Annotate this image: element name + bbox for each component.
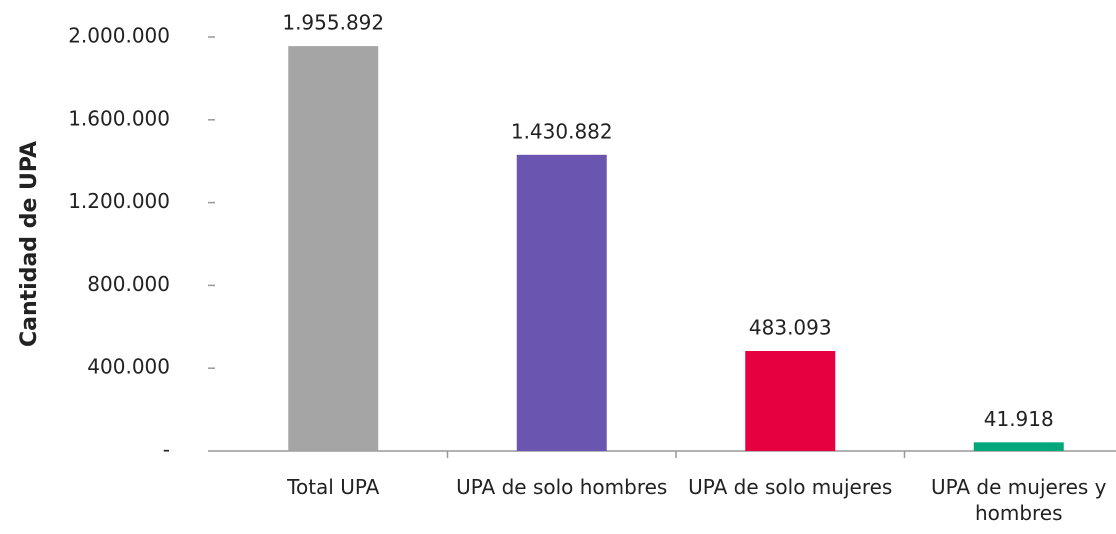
value-label: 41.918 (984, 407, 1054, 431)
value-label: 483.093 (749, 315, 832, 339)
bar (745, 350, 836, 451)
x-tick-label: UPA de solo hombres (456, 475, 668, 499)
y-tick-label: - (163, 438, 170, 462)
bar (516, 154, 607, 451)
y-tick-label: 1.200.000 (68, 189, 170, 213)
y-tick-label: 2.000.000 (68, 24, 170, 48)
y-tick-label: 400.000 (87, 355, 170, 379)
y-axis-title: Cantidad de UPA (17, 141, 42, 347)
y-tick-label: 1.600.000 (68, 106, 170, 130)
y-tick-label: 800.000 (87, 272, 170, 296)
x-tick-label: Total UPA (287, 475, 380, 499)
value-label: 1.430.882 (511, 119, 613, 143)
bar (973, 442, 1064, 451)
x-tick-label: UPA de solo mujeres (688, 475, 893, 499)
x-tick-label: UPA de mujeres y hombres (930, 475, 1107, 525)
value-label: 1.955.892 (282, 11, 384, 35)
bar (288, 46, 379, 451)
